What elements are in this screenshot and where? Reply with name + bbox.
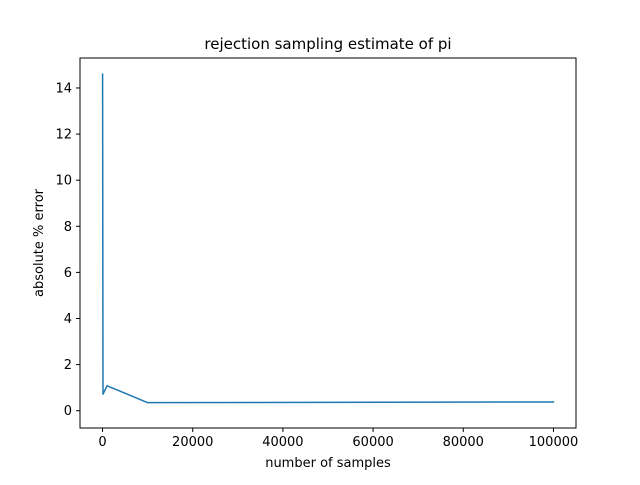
x-tick-label: 20000 xyxy=(172,435,213,450)
chart-title: rejection sampling estimate of pi xyxy=(204,35,451,53)
x-tick-label: 40000 xyxy=(262,435,303,450)
y-tick-label: 2 xyxy=(64,358,72,373)
plot-layer xyxy=(101,73,555,404)
y-tick-label: 10 xyxy=(55,174,72,189)
y-tick-label: 8 xyxy=(64,220,72,235)
y-tick-label: 14 xyxy=(55,81,72,96)
x-tick-label: 100000 xyxy=(529,435,579,450)
plot-frame xyxy=(79,57,577,429)
y-tick-label: 6 xyxy=(64,266,72,281)
ticks-layer: 0 20000 40000 60000 80000 100000 0 2 4 6 8 10 12 14 xyxy=(55,81,578,450)
y-tick-label: 4 xyxy=(64,312,72,327)
x-tick-label: 0 xyxy=(98,435,106,450)
series-line-0 xyxy=(101,73,555,404)
y-axis-label: absolute % error xyxy=(32,188,47,297)
x-axis-label: number of samples xyxy=(265,456,391,471)
x-tick-label: 60000 xyxy=(352,435,393,450)
x-tick-label: 80000 xyxy=(443,435,484,450)
y-tick-label: 0 xyxy=(64,404,72,419)
y-tick-label: 12 xyxy=(55,128,72,143)
